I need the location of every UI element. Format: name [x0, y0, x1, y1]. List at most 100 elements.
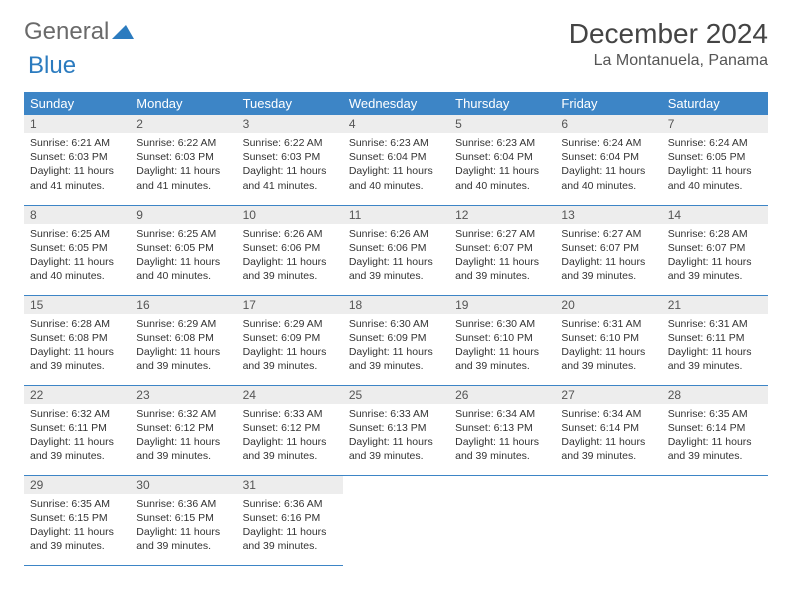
day-number: 3	[237, 115, 343, 133]
calendar-cell	[449, 475, 555, 565]
sunset-text: Sunset: 6:03 PM	[243, 150, 337, 164]
weekday-header-row: Sunday Monday Tuesday Wednesday Thursday…	[24, 92, 768, 115]
sunset-text: Sunset: 6:12 PM	[136, 421, 230, 435]
sunset-text: Sunset: 6:03 PM	[30, 150, 124, 164]
day-number: 25	[343, 386, 449, 404]
daylight-text: Daylight: 11 hours and 39 minutes.	[30, 345, 124, 373]
month-title: December 2024	[569, 18, 768, 50]
day-number: 31	[237, 476, 343, 494]
sunset-text: Sunset: 6:06 PM	[243, 241, 337, 255]
daylight-text: Daylight: 11 hours and 39 minutes.	[561, 435, 655, 463]
calendar-cell: 29Sunrise: 6:35 AMSunset: 6:15 PMDayligh…	[24, 475, 130, 565]
sunrise-text: Sunrise: 6:24 AM	[561, 136, 655, 150]
day-details: Sunrise: 6:27 AMSunset: 6:07 PMDaylight:…	[555, 224, 661, 290]
day-details: Sunrise: 6:23 AMSunset: 6:04 PMDaylight:…	[449, 133, 555, 199]
weekday-header: Sunday	[24, 92, 130, 115]
sunrise-text: Sunrise: 6:33 AM	[243, 407, 337, 421]
title-block: December 2024 La Montanuela, Panama	[569, 18, 768, 70]
sunset-text: Sunset: 6:05 PM	[136, 241, 230, 255]
day-details: Sunrise: 6:34 AMSunset: 6:13 PMDaylight:…	[449, 404, 555, 470]
sunrise-text: Sunrise: 6:33 AM	[349, 407, 443, 421]
day-details: Sunrise: 6:32 AMSunset: 6:11 PMDaylight:…	[24, 404, 130, 470]
daylight-text: Daylight: 11 hours and 40 minutes.	[136, 255, 230, 283]
daylight-text: Daylight: 11 hours and 39 minutes.	[668, 345, 762, 373]
day-details: Sunrise: 6:35 AMSunset: 6:14 PMDaylight:…	[662, 404, 768, 470]
sunrise-text: Sunrise: 6:35 AM	[30, 497, 124, 511]
calendar-table: Sunday Monday Tuesday Wednesday Thursday…	[24, 92, 768, 566]
daylight-text: Daylight: 11 hours and 41 minutes.	[136, 164, 230, 192]
sunrise-text: Sunrise: 6:23 AM	[349, 136, 443, 150]
day-number: 5	[449, 115, 555, 133]
sunrise-text: Sunrise: 6:25 AM	[30, 227, 124, 241]
sunset-text: Sunset: 6:03 PM	[136, 150, 230, 164]
day-details: Sunrise: 6:35 AMSunset: 6:15 PMDaylight:…	[24, 494, 130, 560]
sunrise-text: Sunrise: 6:21 AM	[30, 136, 124, 150]
day-number: 22	[24, 386, 130, 404]
location-label: La Montanuela, Panama	[569, 52, 768, 70]
sunrise-text: Sunrise: 6:35 AM	[668, 407, 762, 421]
calendar-cell: 23Sunrise: 6:32 AMSunset: 6:12 PMDayligh…	[130, 385, 236, 475]
day-details: Sunrise: 6:36 AMSunset: 6:15 PMDaylight:…	[130, 494, 236, 560]
sunset-text: Sunset: 6:15 PM	[30, 511, 124, 525]
calendar-cell: 30Sunrise: 6:36 AMSunset: 6:15 PMDayligh…	[130, 475, 236, 565]
calendar-cell: 3Sunrise: 6:22 AMSunset: 6:03 PMDaylight…	[237, 115, 343, 205]
calendar-cell: 7Sunrise: 6:24 AMSunset: 6:05 PMDaylight…	[662, 115, 768, 205]
day-details: Sunrise: 6:21 AMSunset: 6:03 PMDaylight:…	[24, 133, 130, 199]
day-number: 28	[662, 386, 768, 404]
daylight-text: Daylight: 11 hours and 41 minutes.	[30, 164, 124, 192]
day-details: Sunrise: 6:26 AMSunset: 6:06 PMDaylight:…	[343, 224, 449, 290]
sunset-text: Sunset: 6:05 PM	[668, 150, 762, 164]
day-details: Sunrise: 6:33 AMSunset: 6:13 PMDaylight:…	[343, 404, 449, 470]
day-details: Sunrise: 6:33 AMSunset: 6:12 PMDaylight:…	[237, 404, 343, 470]
calendar-row: 1Sunrise: 6:21 AMSunset: 6:03 PMDaylight…	[24, 115, 768, 205]
day-number: 26	[449, 386, 555, 404]
day-number: 18	[343, 296, 449, 314]
weekday-header: Thursday	[449, 92, 555, 115]
calendar-cell: 31Sunrise: 6:36 AMSunset: 6:16 PMDayligh…	[237, 475, 343, 565]
day-number: 4	[343, 115, 449, 133]
day-details: Sunrise: 6:28 AMSunset: 6:08 PMDaylight:…	[24, 314, 130, 380]
daylight-text: Daylight: 11 hours and 39 minutes.	[136, 525, 230, 553]
day-details: Sunrise: 6:30 AMSunset: 6:10 PMDaylight:…	[449, 314, 555, 380]
sunset-text: Sunset: 6:10 PM	[561, 331, 655, 345]
day-number: 13	[555, 206, 661, 224]
day-details: Sunrise: 6:24 AMSunset: 6:04 PMDaylight:…	[555, 133, 661, 199]
sunset-text: Sunset: 6:13 PM	[349, 421, 443, 435]
daylight-text: Daylight: 11 hours and 39 minutes.	[455, 255, 549, 283]
calendar-cell: 24Sunrise: 6:33 AMSunset: 6:12 PMDayligh…	[237, 385, 343, 475]
calendar-cell: 17Sunrise: 6:29 AMSunset: 6:09 PMDayligh…	[237, 295, 343, 385]
day-number: 27	[555, 386, 661, 404]
daylight-text: Daylight: 11 hours and 40 minutes.	[561, 164, 655, 192]
daylight-text: Daylight: 11 hours and 39 minutes.	[243, 255, 337, 283]
daylight-text: Daylight: 11 hours and 40 minutes.	[455, 164, 549, 192]
day-number: 2	[130, 115, 236, 133]
sunrise-text: Sunrise: 6:32 AM	[30, 407, 124, 421]
sunrise-text: Sunrise: 6:32 AM	[136, 407, 230, 421]
daylight-text: Daylight: 11 hours and 39 minutes.	[30, 435, 124, 463]
sunrise-text: Sunrise: 6:31 AM	[668, 317, 762, 331]
day-details: Sunrise: 6:27 AMSunset: 6:07 PMDaylight:…	[449, 224, 555, 290]
sunrise-text: Sunrise: 6:27 AM	[455, 227, 549, 241]
calendar-cell: 1Sunrise: 6:21 AMSunset: 6:03 PMDaylight…	[24, 115, 130, 205]
day-number: 12	[449, 206, 555, 224]
sunrise-text: Sunrise: 6:29 AM	[243, 317, 337, 331]
day-number: 9	[130, 206, 236, 224]
daylight-text: Daylight: 11 hours and 39 minutes.	[349, 255, 443, 283]
daylight-text: Daylight: 11 hours and 39 minutes.	[136, 345, 230, 373]
day-number: 17	[237, 296, 343, 314]
calendar-body: 1Sunrise: 6:21 AMSunset: 6:03 PMDaylight…	[24, 115, 768, 565]
weekday-header: Wednesday	[343, 92, 449, 115]
daylight-text: Daylight: 11 hours and 40 minutes.	[349, 164, 443, 192]
day-number: 19	[449, 296, 555, 314]
calendar-cell: 22Sunrise: 6:32 AMSunset: 6:11 PMDayligh…	[24, 385, 130, 475]
day-details: Sunrise: 6:23 AMSunset: 6:04 PMDaylight:…	[343, 133, 449, 199]
logo-text-general: General	[24, 18, 109, 46]
sunset-text: Sunset: 6:12 PM	[243, 421, 337, 435]
calendar-cell	[343, 475, 449, 565]
day-details: Sunrise: 6:22 AMSunset: 6:03 PMDaylight:…	[237, 133, 343, 199]
day-details: Sunrise: 6:36 AMSunset: 6:16 PMDaylight:…	[237, 494, 343, 560]
calendar-page: General December 2024 La Montanuela, Pan…	[0, 0, 792, 584]
calendar-row: 29Sunrise: 6:35 AMSunset: 6:15 PMDayligh…	[24, 475, 768, 565]
day-number: 10	[237, 206, 343, 224]
calendar-cell: 6Sunrise: 6:24 AMSunset: 6:04 PMDaylight…	[555, 115, 661, 205]
